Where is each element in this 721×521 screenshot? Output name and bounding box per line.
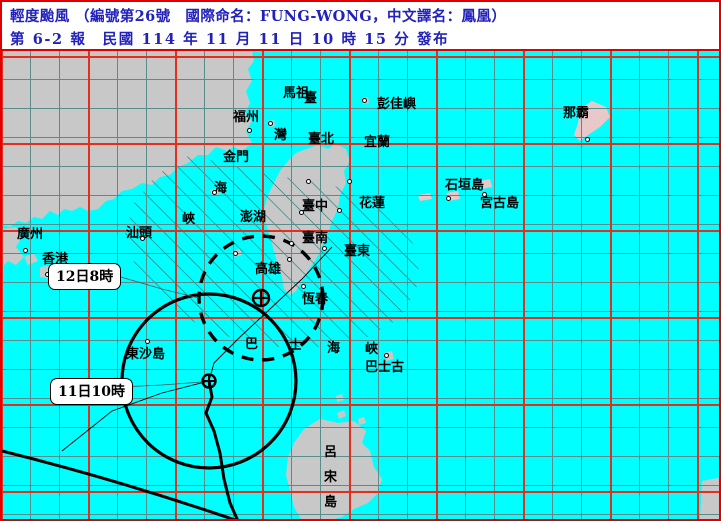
forecast-center-marker (251, 288, 271, 308)
guangzhou-dot (23, 248, 28, 253)
place-label: 香港 (42, 252, 69, 267)
place-label: 彭佳嶼 (377, 97, 417, 112)
place-label: 島 (324, 495, 338, 510)
place-label: 峽 (182, 212, 196, 227)
typhoon-map[interactable]: 福州 馬祖 彭佳嶼臺灣臺北 宜蘭 金門 臺中 花蓮海峽澎湖 臺南 臺東 高雄 恆春 石垣島 宮古島 那霸廣… (2, 51, 719, 519)
shantou-dot (140, 236, 145, 241)
tainan-dot (289, 241, 294, 246)
bulletin-title-line: 輕度颱風 （編號第26號 國際命名：FUNG-WONG，中文譯名：鳳凰） (10, 8, 507, 25)
place-label: 臺中 (302, 199, 329, 214)
current-callout-leader (119, 381, 203, 388)
place-label: 臺 (304, 91, 318, 106)
place-label: 恆春 (302, 292, 329, 307)
taichung-dot (299, 210, 304, 215)
forecast-callout-leader (113, 274, 200, 299)
current-time-label: 11日10時 (50, 378, 133, 405)
place-label: 呂 (324, 445, 338, 460)
taipei-dot (306, 179, 311, 184)
place-label: 馬祖 (283, 86, 310, 101)
place-label: 高雄 (255, 262, 282, 277)
fuzhou-dot (247, 128, 252, 133)
place-label: 花蓮 (359, 196, 386, 211)
yilan-dot (347, 179, 352, 184)
place-label: 臺北 (308, 132, 335, 147)
place-label: 海 (327, 341, 341, 356)
past-track-line-west (61, 380, 210, 452)
place-label: 灣 (274, 128, 288, 143)
bulletin-issue-line: 第 6-2 報 民國 114 年 11 月 11 日 10 時 15 分 發布 (10, 31, 450, 48)
place-label: 汕頭 (126, 226, 153, 241)
forecast-time-label: 12日8時 (48, 263, 122, 290)
place-label: 巴 (245, 337, 259, 352)
city-dot-layer (2, 51, 719, 519)
place-label: 東沙島 (126, 347, 166, 362)
naha-dot (585, 137, 590, 142)
place-label: 士 (289, 338, 303, 353)
place-label: 巴士古 (365, 360, 405, 375)
place-label: 宮古島 (480, 196, 520, 211)
future-track-line (204, 380, 239, 519)
taitung-dot (322, 246, 327, 251)
place-label: 石垣島 (445, 178, 485, 193)
place-label: 臺南 (302, 231, 329, 246)
dongsha-dot (145, 339, 150, 344)
storm-overlay (2, 234, 333, 519)
place-label: 澎湖 (240, 210, 267, 225)
place-label: 福州 (233, 110, 260, 125)
major-gridlines (2, 51, 719, 519)
pengjiayu-dot (362, 98, 367, 103)
hualien-dot (337, 208, 342, 213)
kinmen-dot (212, 190, 217, 195)
place-label-layer: 福州 馬祖 彭佳嶼臺灣臺北 宜蘭 金門 臺中 花蓮海峽澎湖 臺南 臺東 高雄 恆春 石垣島 宮古島 那霸廣… (2, 51, 719, 519)
kaohsiung-dot (287, 257, 292, 262)
hengchun-dot (301, 284, 306, 289)
miyako-dot (482, 192, 487, 197)
place-label: 宜蘭 (364, 135, 391, 150)
past-track-line (208, 246, 333, 382)
basco-dot (384, 353, 389, 358)
place-label: 金門 (223, 150, 250, 165)
bulletin-header: 輕度颱風 （編號第26號 國際命名：FUNG-WONG，中文譯名：鳳凰） 第 6… (2, 2, 719, 51)
warning-arc-luzon (2, 449, 237, 519)
place-label: 海 (214, 181, 228, 196)
place-label: 那霸 (563, 106, 590, 121)
current-center-marker (201, 373, 217, 389)
place-label: 峽 (365, 342, 379, 357)
ishigaki-dot (446, 196, 451, 201)
penghu-dot (233, 251, 238, 256)
matsu-dot (268, 121, 273, 126)
place-label: 廣州 (17, 227, 44, 242)
place-label: 宋 (324, 470, 338, 485)
place-label: 臺東 (344, 244, 371, 259)
time-callout-layer: 12日8時 11日10時 (2, 51, 719, 519)
